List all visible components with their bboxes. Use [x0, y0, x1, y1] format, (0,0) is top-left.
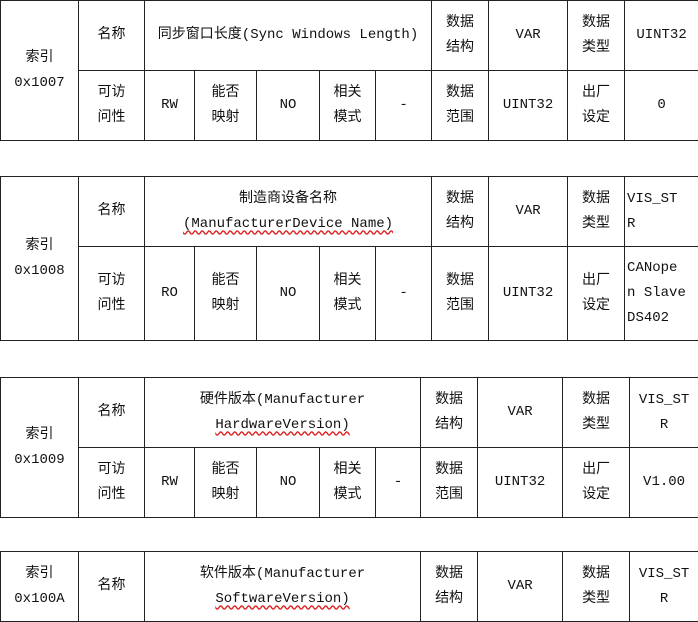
mappable-value: NO	[256, 447, 320, 518]
access-label: 可访 问性	[78, 246, 145, 341]
data-type-value: VIS_ST R	[624, 176, 698, 247]
data-structure-label: 数据 结构	[431, 0, 490, 71]
index-cell: 索引 0x1008	[0, 176, 79, 341]
index-cell: 索引 0x100A	[0, 551, 79, 622]
index-label: 索引	[25, 237, 54, 254]
name-value: 硬件版本(Manufacturer HardwareVersion)	[143, 377, 422, 448]
related-mode-value: -	[374, 246, 433, 341]
related-mode-value: -	[374, 70, 433, 141]
data-structure-value: VAR	[488, 0, 569, 71]
factory-default-value: CANope n Slave DS402	[624, 246, 698, 341]
access-label: 可访 问性	[78, 447, 145, 518]
index-value: 0x1008	[14, 262, 65, 279]
name-label: 名称	[78, 0, 145, 71]
access-value: RO	[144, 246, 195, 341]
data-structure-label: 数据 结构	[420, 377, 479, 448]
object-table-0x100A: 索引 0x100A 名称 软件版本(Manufacturer SoftwareV…	[0, 551, 698, 622]
factory-default-label: 出厂 设定	[562, 447, 631, 518]
related-mode-label: 相关 模式	[319, 447, 376, 518]
data-type-label: 数据 类型	[562, 377, 631, 448]
data-structure-label: 数据 结构	[431, 176, 490, 247]
related-mode-label: 相关 模式	[319, 70, 376, 141]
name-value: 软件版本(Manufacturer SoftwareVersion)	[143, 551, 422, 622]
data-type-value: UINT32	[624, 0, 698, 71]
data-range-label: 数据 范围	[420, 447, 479, 518]
factory-default-label: 出厂 设定	[567, 246, 626, 341]
object-table-0x1008: 索引 0x1008 名称 制造商设备名称 (ManufacturerDevice…	[0, 176, 698, 341]
index-value: 0x1009	[14, 451, 65, 468]
access-label: 可访 问性	[78, 70, 145, 141]
factory-default-value: V1.00	[629, 447, 698, 518]
data-range-label: 数据 范围	[431, 246, 490, 341]
index-label: 索引	[25, 565, 54, 582]
mappable-label: 能否 映射	[194, 447, 257, 518]
mappable-value: NO	[256, 246, 320, 341]
data-range-value: UINT32	[488, 70, 569, 141]
index-label: 索引	[25, 49, 54, 66]
index-cell: 索引 0x1007	[0, 0, 79, 141]
index-label: 索引	[25, 426, 54, 443]
data-type-value: VIS_ST R	[629, 551, 698, 622]
related-mode-label: 相关 模式	[319, 246, 376, 341]
object-table-0x1007: 索引 0x1007 名称 同步窗口长度(Sync Windows Length)…	[0, 0, 698, 141]
mappable-value: NO	[256, 70, 320, 141]
factory-default-label: 出厂 设定	[567, 70, 626, 141]
data-type-value: VIS_ST R	[629, 377, 698, 448]
index-value: 0x100A	[14, 590, 65, 607]
data-range-label: 数据 范围	[431, 70, 490, 141]
object-table-0x1009: 索引 0x1009 名称 硬件版本(Manufacturer HardwareV…	[0, 377, 698, 518]
name-cn: 硬件版本(Manufacturer	[199, 391, 366, 408]
related-mode-value: -	[374, 447, 422, 518]
data-structure-label: 数据 结构	[420, 551, 479, 622]
mappable-label: 能否 映射	[194, 246, 257, 341]
name-label: 名称	[78, 176, 145, 247]
access-value: RW	[144, 70, 195, 141]
name-cn: 制造商设备名称	[239, 190, 338, 207]
data-range-value: UINT32	[488, 246, 569, 341]
data-structure-value: VAR	[477, 377, 564, 448]
mappable-label: 能否 映射	[194, 70, 257, 141]
name-en: (ManufacturerDevice Name)	[183, 215, 394, 232]
data-range-value: UINT32	[477, 447, 564, 518]
name-label: 名称	[78, 551, 145, 622]
access-value: RW	[144, 447, 195, 518]
name-value: 制造商设备名称 (ManufacturerDevice Name)	[143, 176, 433, 247]
name-en: SoftwareVersion)	[215, 590, 350, 607]
name-label: 名称	[78, 377, 145, 448]
data-structure-value: VAR	[477, 551, 564, 622]
data-structure-value: VAR	[488, 176, 569, 247]
index-value: 0x1007	[14, 74, 65, 91]
name-value: 同步窗口长度(Sync Windows Length)	[143, 0, 433, 71]
factory-default-value: 0	[624, 70, 698, 141]
data-type-label: 数据 类型	[562, 551, 631, 622]
data-type-label: 数据 类型	[567, 176, 626, 247]
name-cn: 软件版本(Manufacturer	[199, 565, 366, 582]
data-type-label: 数据 类型	[567, 0, 626, 71]
name-en: HardwareVersion)	[215, 416, 350, 433]
index-cell: 索引 0x1009	[0, 377, 79, 518]
